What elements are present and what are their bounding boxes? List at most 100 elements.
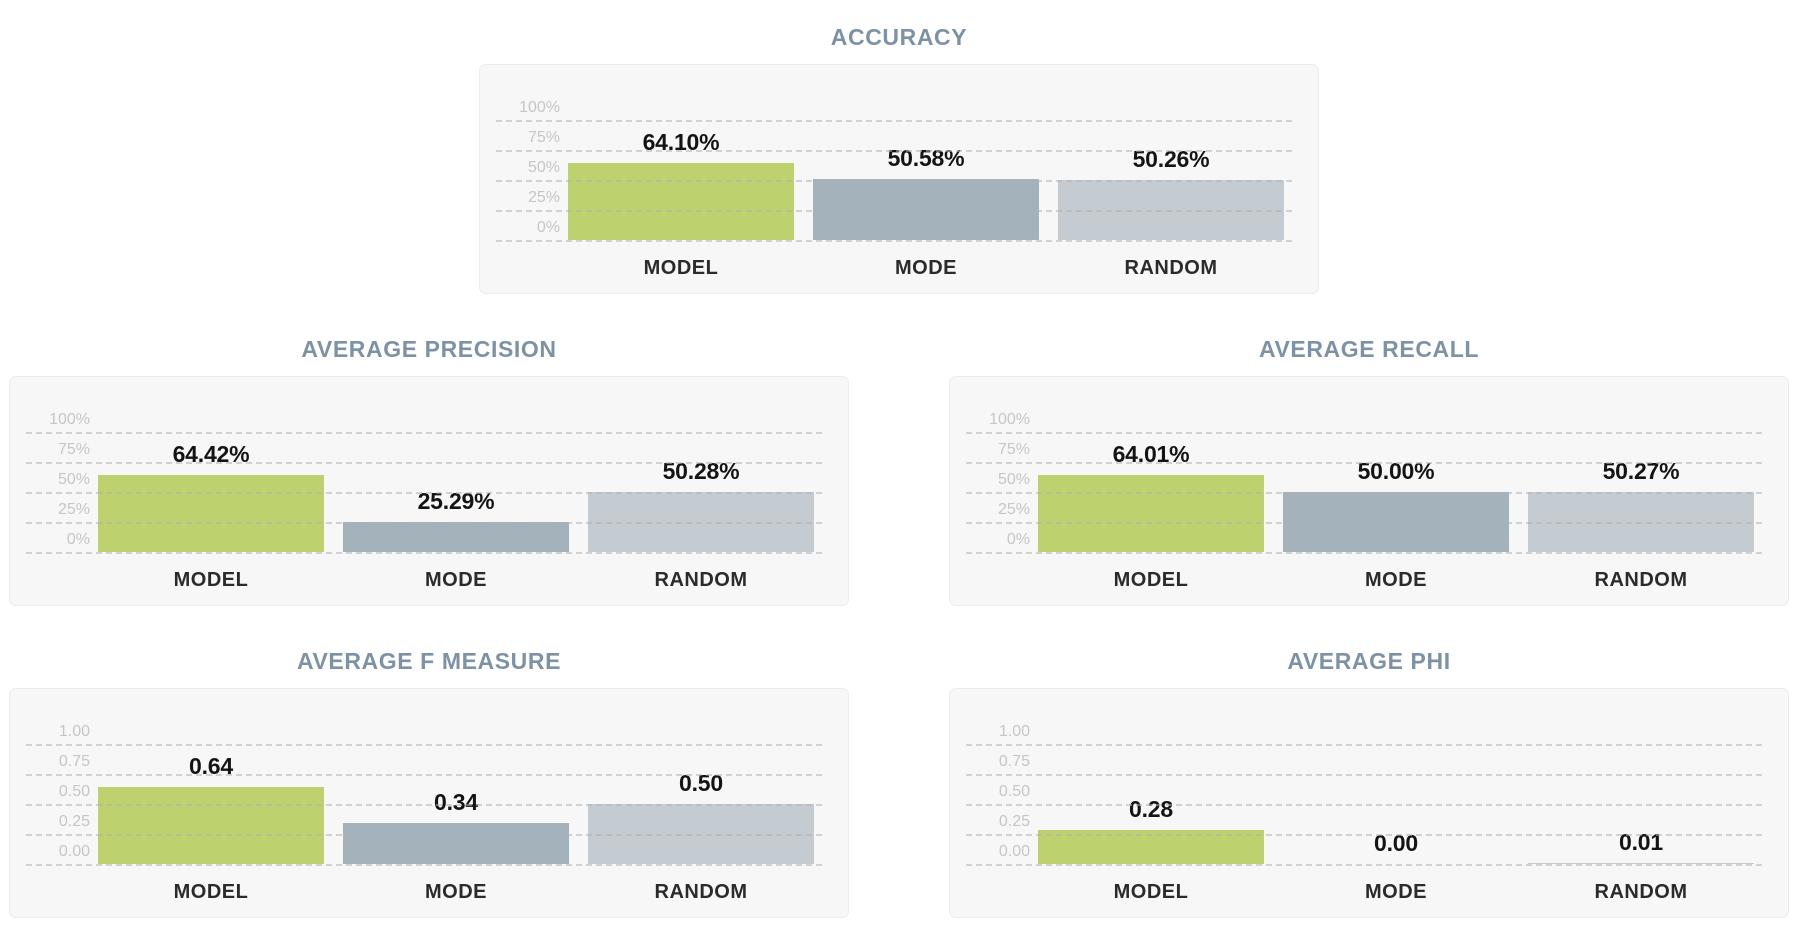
chart-title-average-recall: AVERAGE RECALL — [1258, 336, 1480, 362]
x-axis-category-label: RANDOM — [1594, 569, 1688, 591]
bar-value-label: 64.42% — [172, 440, 250, 467]
x-axis-category-label: MODEL — [173, 881, 249, 903]
x-axis-category-label: MODEL — [1113, 569, 1189, 591]
y-axis-tick-label: 50% — [57, 471, 90, 488]
bar-value-label: 0.34 — [434, 789, 478, 816]
chart-block-average-precision: AVERAGE PRECISION 100% 75% 50% 25% 0% 64.42% 2… — [9, 336, 849, 606]
y-axis-tick-label: 0.25 — [998, 813, 1030, 830]
gridline — [26, 864, 822, 866]
bar-value-label: 0.28 — [1129, 796, 1173, 823]
chart-block-accuracy: ACCURACY 100% 75% 50% 25% 0% 64.10% 50.58% 50.2… — [479, 24, 1319, 294]
y-axis-tick-label: 50% — [997, 471, 1030, 488]
bar-model — [1038, 830, 1264, 864]
bar-value-label: 50.26% — [1132, 145, 1210, 172]
bar-value-label: 0.01 — [1619, 828, 1663, 855]
dashboard-row-3: AVERAGE F MEASURE 1.00 0.75 0.50 0.25 0.00 0.… — [0, 648, 1798, 918]
bar-slot-model: 0.28 — [1038, 744, 1264, 864]
y-axis-tick-label: 50% — [527, 159, 560, 176]
bar-random — [588, 804, 814, 864]
bar-model — [568, 163, 794, 240]
bar-value-label: 64.10% — [642, 129, 720, 156]
gridline — [496, 240, 1292, 242]
bar-slot-mode: 50.00% — [1283, 432, 1509, 552]
bar-slot-mode: 0.34 — [343, 744, 569, 864]
x-axis-category-label: MODEL — [1113, 881, 1189, 903]
bar-slot-random: 50.26% — [1058, 120, 1284, 240]
bar-slot-model: 64.10% — [568, 120, 794, 240]
y-axis-tick-label: 100% — [989, 411, 1030, 428]
bar-value-label: 64.01% — [1112, 441, 1190, 468]
y-axis-tick-label: 0.00 — [998, 843, 1030, 860]
gridline — [966, 864, 1762, 866]
y-axis-tick-label: 0% — [1006, 531, 1030, 548]
x-axis-category-label: RANDOM — [654, 881, 748, 903]
bar-value-label: 50.00% — [1357, 458, 1435, 484]
y-axis-tick-label: 0.00 — [58, 843, 90, 860]
x-axis-labels: MODEL MODE RANDOM — [98, 881, 814, 904]
x-axis-labels: MODEL MODE RANDOM — [1038, 569, 1754, 592]
bars-area: 0.28 0.00 0.01 — [1038, 744, 1754, 864]
chart-title-average-phi: AVERAGE PHI — [1287, 648, 1451, 674]
x-axis-category-label: MODE — [425, 881, 487, 903]
bar-value-label: 0.50 — [679, 770, 723, 796]
bar-slot-mode: 0.00 — [1283, 744, 1509, 864]
y-axis-tick-label: 75% — [57, 441, 90, 458]
bar-mode — [813, 179, 1039, 240]
x-axis-category-label: MODEL — [173, 569, 249, 591]
bar-slot-random: 50.27% — [1528, 432, 1754, 552]
bar-model — [98, 474, 324, 552]
bar-slot-model: 64.42% — [98, 432, 324, 552]
bar-random — [1058, 179, 1284, 240]
y-axis-tick-label: 0.25 — [58, 813, 90, 830]
bar-slot-random: 0.50 — [588, 744, 814, 864]
bar-mode — [1283, 492, 1509, 552]
bars-area: 64.10% 50.58% 50.26% — [568, 120, 1284, 240]
x-axis-category-label: MODE — [1365, 569, 1427, 591]
x-axis-category-label: MODE — [895, 257, 957, 279]
x-axis-category-label: MODEL — [643, 257, 719, 279]
dashboard-row-1: ACCURACY 100% 75% 50% 25% 0% 64.10% 50.58% 50.2… — [0, 24, 1798, 294]
bar-random — [1528, 491, 1754, 552]
bar-random — [588, 491, 814, 552]
x-axis-category-label: MODE — [425, 569, 487, 591]
y-axis-tick-label: 100% — [519, 99, 560, 116]
x-axis-labels: MODEL MODE RANDOM — [568, 257, 1284, 280]
bar-model — [98, 787, 324, 864]
chart-block-average-recall: AVERAGE RECALL 100% 75% 50% 25% 0% 64.01% 50.0… — [949, 336, 1789, 606]
bar-value-label: 50.27% — [1602, 457, 1680, 484]
x-axis-category-label: RANDOM — [1594, 881, 1688, 903]
y-axis-tick-label: 75% — [997, 441, 1030, 458]
bar-value-label: 0.64 — [189, 753, 233, 780]
chart-title-average-f-measure: AVERAGE F MEASURE — [296, 648, 562, 674]
bar-mode — [343, 521, 569, 552]
chart-card-accuracy: 100% 75% 50% 25% 0% 64.10% 50.58% 50.26% MODEL MO… — [479, 64, 1319, 294]
y-axis-tick-label: 0.75 — [58, 753, 90, 770]
bar-value-label: 0.00 — [1374, 830, 1418, 856]
chart-block-average-f-measure: AVERAGE F MEASURE 1.00 0.75 0.50 0.25 0.00 0.… — [9, 648, 849, 918]
bar-value-label: 25.29% — [417, 487, 495, 514]
y-axis-tick-label: 25% — [57, 501, 90, 518]
bar-slot-mode: 50.58% — [813, 120, 1039, 240]
x-axis-category-label: MODE — [1365, 881, 1427, 903]
bar-slot-mode: 25.29% — [343, 432, 569, 552]
y-axis-tick-label: 0% — [536, 219, 560, 236]
chart-block-average-phi: AVERAGE PHI 1.00 0.75 0.50 0.25 0.00 0.28 0.00… — [949, 648, 1789, 918]
bar-value-label: 50.28% — [662, 457, 740, 484]
chart-title-average-precision: AVERAGE PRECISION — [301, 336, 557, 362]
y-axis-tick-label: 0.50 — [58, 783, 90, 800]
bars-area: 64.01% 50.00% 50.27% — [1038, 432, 1754, 552]
chart-card-average-recall: 100% 75% 50% 25% 0% 64.01% 50.00% 50.27% MODEL MO… — [949, 376, 1789, 606]
bar-random — [1528, 862, 1754, 864]
y-axis-tick-label: 0.75 — [998, 753, 1030, 770]
y-axis-tick-label: 25% — [527, 189, 560, 206]
x-axis-category-label: RANDOM — [1124, 257, 1218, 279]
bars-area: 64.42% 25.29% 50.28% — [98, 432, 814, 552]
bar-slot-random: 0.01 — [1528, 744, 1754, 864]
bar-mode — [343, 823, 569, 864]
bar-value-label: 50.58% — [887, 145, 965, 172]
bar-slot-random: 50.28% — [588, 432, 814, 552]
y-axis-tick-label: 1.00 — [58, 723, 90, 740]
y-axis-tick-label: 100% — [49, 411, 90, 428]
y-axis-tick-label: 75% — [527, 129, 560, 146]
gridline — [966, 552, 1762, 554]
